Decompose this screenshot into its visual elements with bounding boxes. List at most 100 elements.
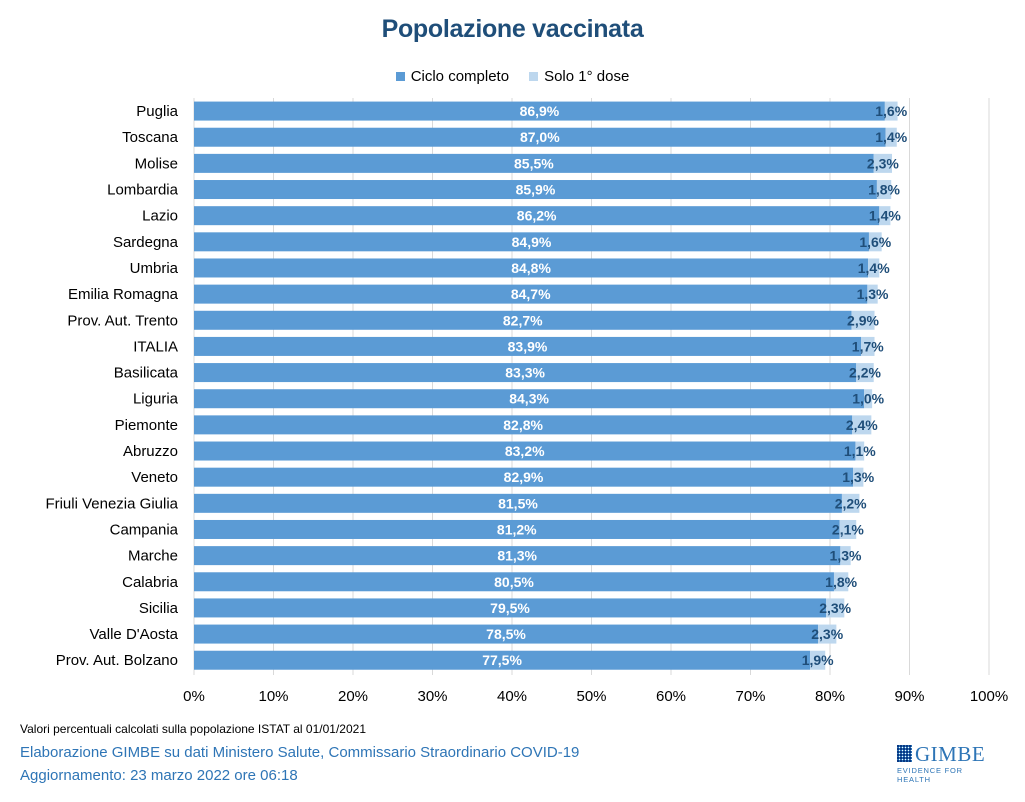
bar-solo-prima-dose xyxy=(879,206,891,226)
bar-solo-prima-dose xyxy=(841,493,860,513)
data-label-ciclo-completo: 82,9% xyxy=(504,469,544,485)
bar-ciclo-completo xyxy=(194,206,880,226)
bar-solo-prima-dose xyxy=(853,467,864,487)
update-line: Aggiornamento: 23 marzo 2022 ore 06:18 xyxy=(20,767,298,784)
data-label-ciclo-completo: 78,5% xyxy=(486,626,526,642)
data-label-solo-prima-dose: 1,4% xyxy=(858,260,890,276)
x-tick-label: 20% xyxy=(338,688,368,705)
category-label: Puglia xyxy=(136,103,178,120)
data-label-ciclo-completo: 84,3% xyxy=(509,391,549,407)
data-label-solo-prima-dose: 2,3% xyxy=(811,626,843,642)
bar-ciclo-completo xyxy=(194,153,874,173)
data-label-solo-prima-dose: 2,2% xyxy=(849,365,881,381)
bar-solo-prima-dose xyxy=(867,284,878,304)
data-label-ciclo-completo: 81,2% xyxy=(497,521,537,537)
data-label-ciclo-completo: 86,9% xyxy=(520,103,560,119)
methodology-note: Valori percentuali calcolati sulla popol… xyxy=(20,722,366,736)
data-label-ciclo-completo: 81,3% xyxy=(497,548,537,564)
bar-ciclo-completo xyxy=(194,310,852,330)
bar-ciclo-completo xyxy=(194,467,854,487)
x-tick-label: 60% xyxy=(656,688,686,705)
bar-ciclo-completo xyxy=(194,546,841,566)
data-label-ciclo-completo: 82,8% xyxy=(503,417,543,433)
data-label-ciclo-completo: 84,8% xyxy=(511,260,551,276)
bar-solo-prima-dose xyxy=(868,232,882,252)
bar-ciclo-completo xyxy=(194,363,857,383)
category-label: Molise xyxy=(135,155,178,172)
data-label-ciclo-completo: 80,5% xyxy=(494,574,534,590)
data-label-solo-prima-dose: 1,3% xyxy=(842,469,874,485)
data-label-ciclo-completo: 85,5% xyxy=(514,155,554,171)
data-label-solo-prima-dose: 1,6% xyxy=(875,103,907,119)
bar-solo-prima-dose xyxy=(856,363,874,383)
data-label-solo-prima-dose: 1,3% xyxy=(830,548,862,564)
category-label: Campania xyxy=(110,521,179,538)
x-tick-label: 90% xyxy=(894,688,924,705)
bar-solo-prima-dose xyxy=(839,519,857,539)
data-label-solo-prima-dose: 1,6% xyxy=(859,234,891,250)
x-tick-label: 50% xyxy=(576,688,606,705)
data-label-solo-prima-dose: 2,2% xyxy=(835,495,867,511)
category-label: Sardegna xyxy=(113,234,179,251)
bar-ciclo-completo xyxy=(194,415,853,435)
bar-chart: 0% 10% 20% 30% 40% 50% 60% 70% 80% 90% 100% Puglia 8… xyxy=(45,98,1008,705)
chart-title: Popolazione vaccinata xyxy=(381,15,644,43)
bar-solo-prima-dose xyxy=(864,389,873,409)
category-label: Emilia Romagna xyxy=(68,286,179,303)
data-label-ciclo-completo: 86,2% xyxy=(517,208,557,224)
bar-ciclo-completo xyxy=(194,598,827,618)
data-label-solo-prima-dose: 2,9% xyxy=(847,312,879,328)
category-label: Prov. Aut. Trento xyxy=(67,312,178,329)
data-label-solo-prima-dose: 2,1% xyxy=(832,521,864,537)
data-label-solo-prima-dose: 2,3% xyxy=(819,600,851,616)
data-label-solo-prima-dose: 1,7% xyxy=(852,338,884,354)
bar-ciclo-completo xyxy=(194,127,886,147)
bar-solo-prima-dose xyxy=(884,101,898,121)
category-label: Marche xyxy=(128,548,178,565)
category-label: Friuli Venezia Giulia xyxy=(45,495,178,512)
bar-solo-prima-dose xyxy=(826,598,845,618)
x-tick-label: 40% xyxy=(497,688,527,705)
bar-ciclo-completo xyxy=(194,101,885,121)
logo-tagline: EVIDENCE FOR HEALTH xyxy=(897,766,963,784)
gimbe-logo-icon xyxy=(897,745,912,762)
bar-solo-prima-dose xyxy=(885,127,897,147)
legend-item-solo-prima-dose: Solo 1° dose xyxy=(529,68,629,85)
data-label-solo-prima-dose: 2,3% xyxy=(867,155,899,171)
bar-solo-prima-dose xyxy=(852,415,872,435)
category-label: Toscana xyxy=(122,129,179,146)
data-label-ciclo-completo: 83,2% xyxy=(505,443,545,459)
logo-name: GIMBE xyxy=(915,742,986,766)
legend-swatch-ciclo-completo xyxy=(395,72,405,81)
bar-ciclo-completo xyxy=(194,232,869,252)
category-label: Valle D'Aosta xyxy=(90,626,179,643)
bar-ciclo-completo xyxy=(194,336,862,356)
legend-label-solo-prima-dose: Solo 1° dose xyxy=(544,68,630,85)
data-label-solo-prima-dose: 1,4% xyxy=(875,129,907,145)
legend-label-ciclo-completo: Ciclo completo xyxy=(410,68,510,85)
category-label: Calabria xyxy=(122,574,179,591)
x-tick-label: 10% xyxy=(258,688,288,705)
bar-ciclo-completo xyxy=(194,284,868,304)
bar-ciclo-completo xyxy=(194,180,877,200)
bar-solo-prima-dose xyxy=(861,336,875,356)
bar-solo-prima-dose xyxy=(873,153,893,173)
x-tick-label: 70% xyxy=(735,688,765,705)
category-label: Sicilia xyxy=(139,600,179,617)
bar-ciclo-completo xyxy=(194,572,834,592)
gimbe-logo: GIMBE EVIDENCE FOR HEALTH xyxy=(897,742,997,784)
data-label-ciclo-completo: 81,5% xyxy=(498,495,538,511)
data-label-ciclo-completo: 85,9% xyxy=(516,182,556,198)
data-label-ciclo-completo: 83,9% xyxy=(508,338,548,354)
x-tick-label: 0% xyxy=(183,688,205,705)
category-label: Prov. Aut. Bolzano xyxy=(56,652,178,669)
data-label-solo-prima-dose: 2,4% xyxy=(846,417,878,433)
category-label: Piemonte xyxy=(115,417,178,434)
data-label-ciclo-completo: 83,3% xyxy=(505,365,545,381)
data-label-solo-prima-dose: 1,1% xyxy=(844,443,876,459)
x-tick-label: 30% xyxy=(417,688,447,705)
category-label: Lombardia xyxy=(107,182,179,199)
category-label: Liguria xyxy=(133,391,179,408)
data-label-solo-prima-dose: 1,4% xyxy=(869,208,901,224)
category-label: Umbria xyxy=(130,260,179,277)
